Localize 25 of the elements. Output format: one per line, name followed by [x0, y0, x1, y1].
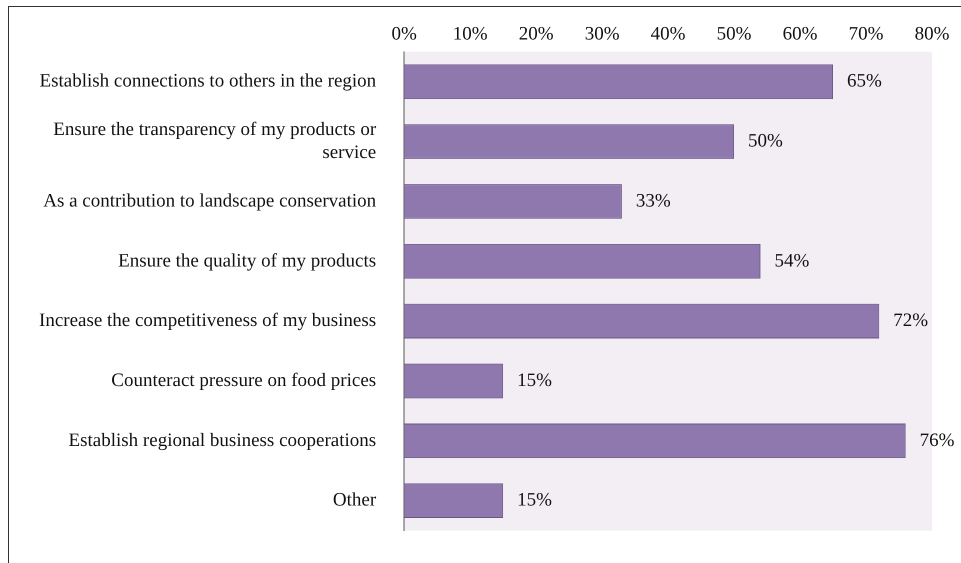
- x-tick-label: 70%: [848, 23, 884, 44]
- x-tick-label: 30%: [584, 23, 620, 44]
- data-label: 50%: [748, 130, 784, 152]
- data-label: 72%: [893, 310, 928, 332]
- x-tick-label: 0%: [391, 23, 417, 44]
- y-tick-label: Ensure the quality of my products: [118, 250, 376, 272]
- y-tick-label: Other: [332, 490, 377, 511]
- x-tick-label: 10%: [452, 23, 488, 44]
- x-tick-label: 50%: [716, 23, 752, 44]
- y-tick-label: Counteract pressure on food prices: [111, 370, 376, 391]
- x-tick-label: 80%: [914, 23, 950, 44]
- y-tick-label: Establish connections to others in the region: [40, 70, 377, 92]
- data-label: 15%: [517, 490, 552, 511]
- x-tick-label: 60%: [782, 23, 818, 44]
- y-tick-label: As a contribution to landscape conservation: [43, 190, 377, 212]
- x-tick-label: 20%: [518, 23, 554, 44]
- y-tick-label: Ensure the transparency of my products or service: [53, 119, 377, 163]
- data-label: 76%: [920, 430, 955, 451]
- data-label: 15%: [517, 370, 552, 391]
- y-tick-label: Increase the competitiveness of my business: [38, 310, 376, 332]
- y-tick-label: Establish regional business cooperations: [68, 430, 376, 451]
- data-label: 54%: [774, 250, 810, 272]
- data-label: 33%: [636, 190, 671, 212]
- data-label: 65%: [847, 70, 882, 92]
- x-tick-label: 40%: [650, 23, 686, 44]
